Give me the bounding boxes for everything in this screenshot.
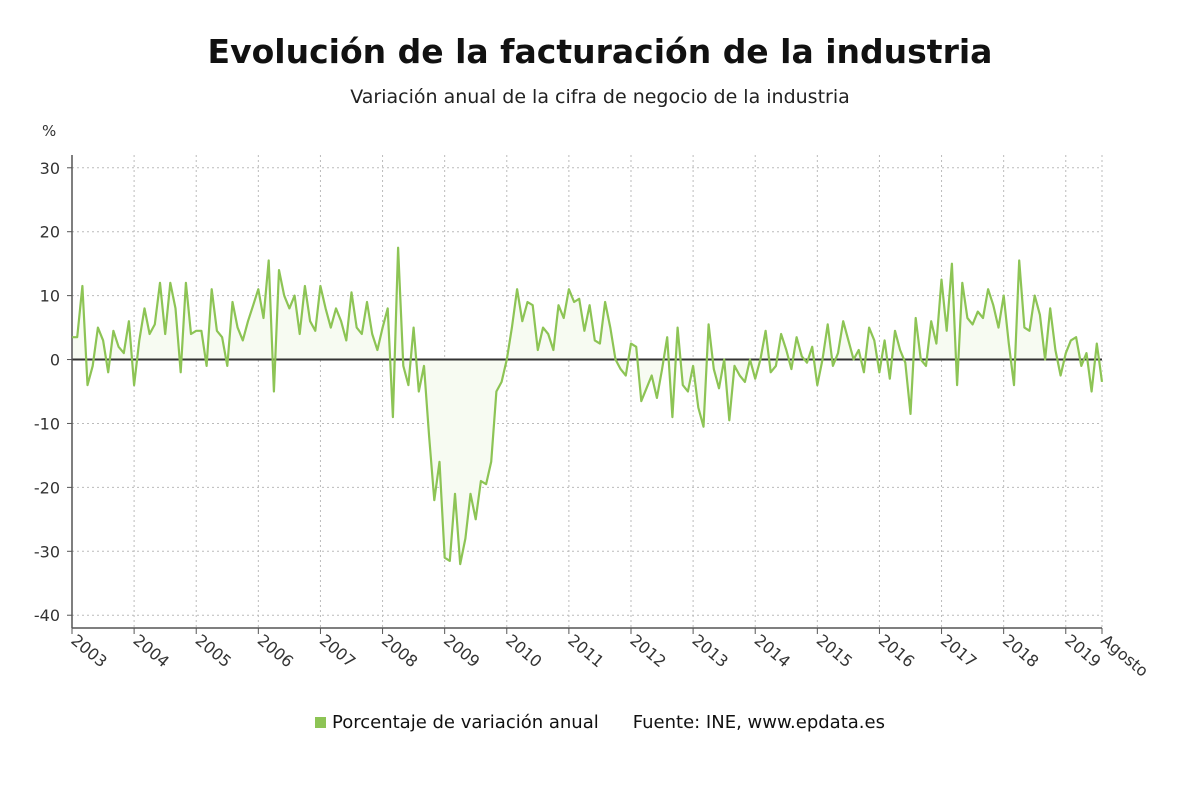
x-tick-label: 2014 <box>751 631 794 672</box>
x-tick-label: 2004 <box>130 631 173 672</box>
x-tick-label: 2013 <box>689 631 732 672</box>
chart-title: Evolución de la facturación de la indust… <box>207 32 993 71</box>
y-tick-label: -30 <box>34 542 60 561</box>
x-tick-label: 2016 <box>875 631 918 672</box>
x-tick-label: 2019 <box>1061 631 1104 672</box>
grid-lines <box>71 155 1103 628</box>
x-tick-label: 2008 <box>378 631 421 672</box>
x-tick-label: 2005 <box>192 631 235 672</box>
legend-label: Porcentaje de variación anual <box>332 712 599 733</box>
x-tick-label: 2003 <box>67 631 110 672</box>
x-tick-label: 2015 <box>813 631 856 672</box>
chart-subtitle: Variación anual de la cifra de negocio d… <box>350 86 850 108</box>
x-tick-label: 2007 <box>316 631 359 672</box>
y-tick-label: 30 <box>40 159 60 178</box>
y-tick-label: 0 <box>50 351 60 370</box>
x-tick-label: 2006 <box>254 631 297 672</box>
chart-footer: Porcentaje de variación anual Fuente: INE… <box>0 712 1200 733</box>
x-tick-label: 2011 <box>564 631 607 672</box>
x-tick-label: 2017 <box>937 631 980 672</box>
y-tick-label: -20 <box>34 478 60 497</box>
y-tick-label: -10 <box>34 414 60 433</box>
y-axis-unit-label: % <box>42 122 57 140</box>
y-tick-label: -40 <box>34 606 60 625</box>
y-axis-ticks: 30 20 10 0 -10 -20 -30 -40 <box>34 159 72 625</box>
y-tick-label: 10 <box>40 287 60 306</box>
x-tick-label: 2012 <box>626 631 669 672</box>
x-tick-label: 2009 <box>440 631 483 672</box>
y-tick-label: 20 <box>40 223 60 242</box>
x-tick-label: 2018 <box>999 631 1042 672</box>
x-axis-ticks: 2003 2004 2005 2006 2007 2008 2009 2010 2011 2012… <box>67 628 1152 681</box>
x-tick-label: 2010 <box>502 631 545 672</box>
legend-swatch <box>315 717 326 728</box>
source-note: Fuente: INE, www.epdata.es <box>632 712 885 733</box>
series-line <box>72 246 1104 566</box>
x-tick-label: Agosto <box>1097 631 1152 681</box>
